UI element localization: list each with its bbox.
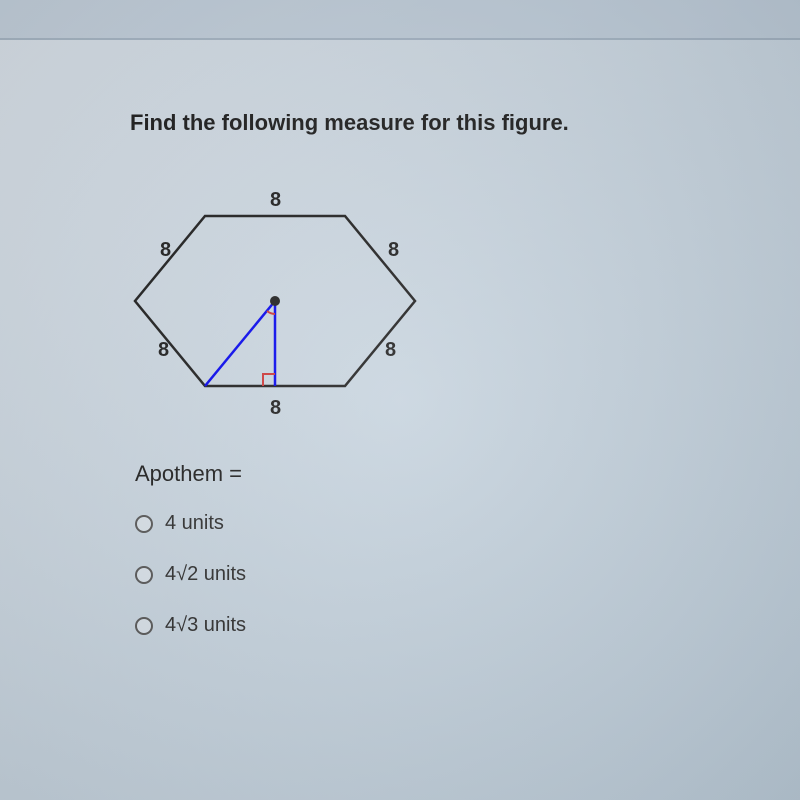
option-3[interactable]: 4√3 units bbox=[135, 614, 670, 637]
label-top-left: 8 bbox=[160, 239, 171, 261]
center-point bbox=[270, 296, 280, 306]
label-bottom: 8 bbox=[270, 397, 281, 419]
option-text: 4√3 units bbox=[165, 614, 246, 637]
option-1[interactable]: 4 units bbox=[135, 512, 670, 535]
answer-label: Apothem = bbox=[135, 461, 670, 487]
label-bottom-right: 8 bbox=[385, 339, 396, 361]
hexagon-diagram: 8 8 8 8 8 8 bbox=[130, 156, 440, 446]
question-text: Find the following measure for this figu… bbox=[130, 110, 670, 136]
figure-container: 8 8 8 8 8 8 bbox=[130, 156, 670, 446]
label-top: 8 bbox=[270, 189, 281, 211]
label-top-right: 8 bbox=[388, 239, 399, 261]
top-bar bbox=[0, 0, 800, 40]
radio-icon bbox=[135, 566, 153, 584]
radio-icon bbox=[135, 515, 153, 533]
right-angle-marker bbox=[263, 374, 275, 386]
options-list: 4 units 4√2 units 4√3 units bbox=[135, 512, 670, 637]
content-area: Find the following measure for this figu… bbox=[0, 0, 800, 637]
label-bottom-left: 8 bbox=[158, 339, 169, 361]
radio-icon bbox=[135, 617, 153, 635]
option-text: 4√2 units bbox=[165, 563, 246, 586]
option-2[interactable]: 4√2 units bbox=[135, 563, 670, 586]
option-text: 4 units bbox=[165, 512, 224, 535]
